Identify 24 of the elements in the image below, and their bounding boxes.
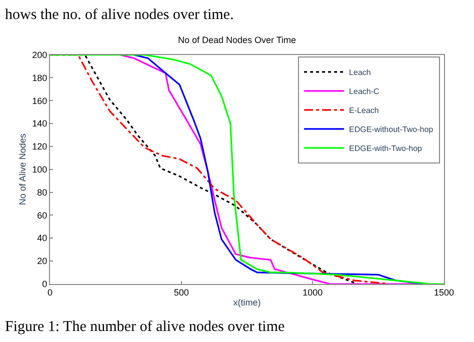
y-tick-label: 100 — [32, 164, 48, 174]
legend-label: Leach-C — [349, 87, 380, 96]
y-tick-label: 40 — [37, 233, 48, 244]
x-axis-title: x(time) — [233, 297, 261, 308]
x-tick-label: 1500 — [434, 288, 454, 298]
legend-label: EDGE-without-Two-hop — [349, 125, 434, 134]
y-tick-label: 160 — [32, 96, 48, 106]
y-tick-label: 180 — [32, 72, 48, 83]
y-tick-label: 200 — [32, 50, 48, 60]
x-tick-label: 1000 — [302, 288, 323, 298]
y-tick-label: 20 — [37, 256, 48, 266]
text: hows the no. of alive nodes over time. — [5, 7, 234, 23]
y-tick-label: 140 — [32, 118, 48, 129]
legend-label: EDGE-with-Two-hop — [349, 144, 423, 154]
legend-label: E-Leach — [349, 106, 379, 116]
y-tick-label: 120 — [32, 142, 48, 152]
caption: Figure 1: The number of alive nodes over time — [5, 319, 285, 335]
y-tick-label: 0 — [42, 279, 48, 290]
x-tick-label: 500 — [174, 288, 189, 298]
chart-title: No of Dead Nodes Over Time — [178, 34, 296, 45]
y-axis-title: No of Alive Nodes — [18, 133, 28, 206]
y-tick-label: 80 — [37, 187, 48, 198]
y-tick-label: 60 — [37, 210, 48, 220]
legend-label: Leach — [349, 68, 371, 78]
